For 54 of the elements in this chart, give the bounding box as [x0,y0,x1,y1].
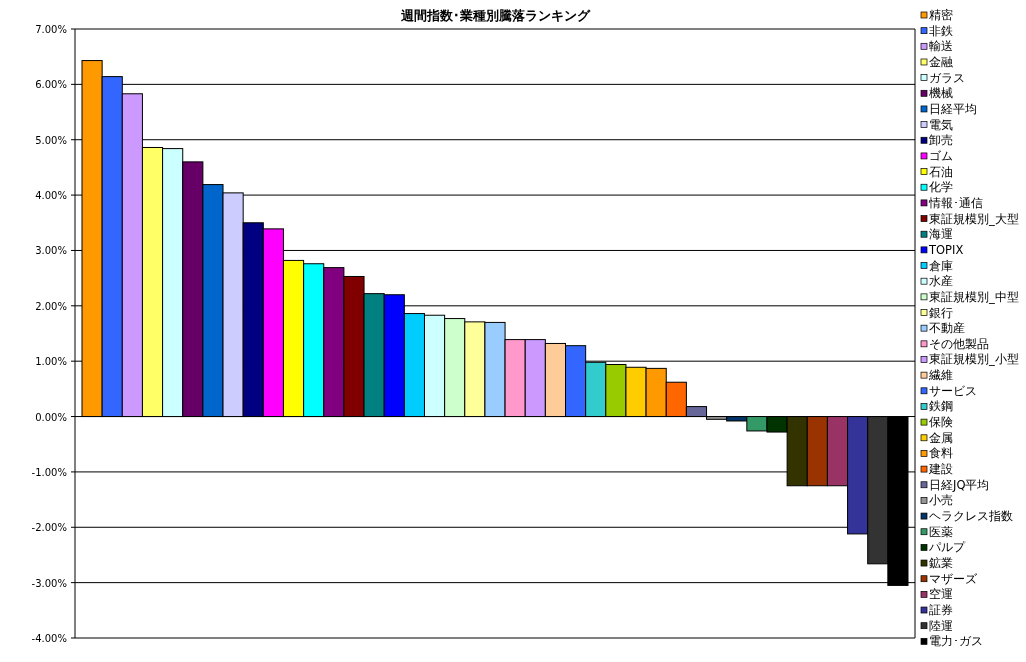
legend-label: 金属 [929,430,953,445]
legend-label: 陸運 [929,618,953,633]
y-tick-label: 4.00% [35,190,67,202]
chart-title: 週間指数･業種別騰落ランキング [399,8,591,23]
legend-label: 金融 [929,54,953,69]
legend-label: サービス [929,383,977,398]
legend-label: 電気 [929,117,953,132]
legend-label: 非鉄 [929,23,953,38]
y-tick-label: 1.00% [35,356,67,368]
y-tick-label: 3.00% [35,245,67,257]
legend-label: 繊維 [928,368,953,383]
legend-label: その他製品 [929,336,989,351]
legend-label: 精密 [929,8,953,22]
legend-label: 東証規模別_大型 [929,211,1019,226]
legend-label: 鉄鋼 [929,399,953,414]
y-tick-label: -4.00% [31,633,67,644]
y-tick-label: 2.00% [35,300,67,312]
legend-label: 卸売 [929,133,953,148]
legend-label: 空運 [929,587,953,602]
y-tick-label: -3.00% [31,577,67,589]
legend-label: 鉱業 [929,556,953,571]
legend-label: 建設 [928,462,953,477]
legend-label: 海運 [929,227,953,242]
legend-label: 東証規模別_小型 [929,352,1019,367]
legend-label: 食料 [929,446,953,461]
legend-label: 日経平均 [929,101,977,116]
legend-label: 東証規模別_中型 [929,289,1019,304]
y-tick-label: 0.00% [35,411,67,423]
legend-label: 保険 [929,415,953,430]
legend-label: 医薬 [929,524,953,539]
legend-label: TOPIX [928,242,964,257]
y-tick-label: -2.00% [31,522,67,534]
legend-label: 倉庫 [929,258,953,273]
legend-label: 石油 [929,164,953,179]
y-tick-label: 5.00% [35,134,67,146]
y-tick-label: 7.00% [35,24,67,35]
y-tick-label: -1.00% [31,466,67,478]
legend-label: 日経JQ平均 [929,477,990,492]
legend-label: 機械 [929,86,953,101]
legend-label: ヘラクレス指数 [929,509,1013,524]
legend-label: 証券 [929,603,953,618]
legend-label: 銀行 [929,305,953,320]
legend-label: ガラス [929,70,965,85]
legend-label: マザーズ [929,571,978,586]
legend-label: パルプ [928,540,966,555]
legend-label: ゴム [929,148,953,163]
legend-label: 不動産 [929,321,965,336]
legend-label: 小売 [929,493,953,508]
legend-label: 化学 [929,180,953,195]
legend-label: 水産 [929,274,953,289]
legend-label: 電力･ガス [929,634,983,649]
legend-label: 輸送 [929,39,953,54]
y-tick-label: 6.00% [35,79,67,91]
legend-label: 情報･通信 [928,195,983,210]
